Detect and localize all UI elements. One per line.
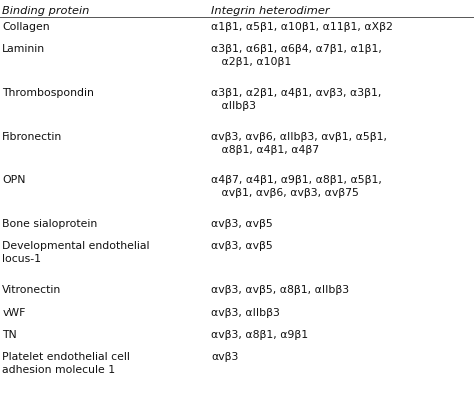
Text: αvβ3: αvβ3 bbox=[211, 352, 238, 362]
Text: TN: TN bbox=[2, 330, 17, 340]
Text: Laminin: Laminin bbox=[2, 44, 46, 54]
Text: Thrombospondin: Thrombospondin bbox=[2, 88, 94, 98]
Text: Binding protein: Binding protein bbox=[2, 6, 90, 16]
Text: Collagen: Collagen bbox=[2, 22, 50, 32]
Text: OPN: OPN bbox=[2, 175, 26, 185]
Text: αvβ3, αvβ5: αvβ3, αvβ5 bbox=[211, 219, 273, 229]
Text: α4β7, α4β1, α9β1, α8β1, α5β1,
   αvβ1, αvβ6, αvβ3, αvβ75: α4β7, α4β1, α9β1, α8β1, α5β1, αvβ1, αvβ6… bbox=[211, 175, 382, 198]
Text: α3β1, α6β1, α6β4, α7β1, α1β1,
   α2β1, α10β1: α3β1, α6β1, α6β4, α7β1, α1β1, α2β1, α10β… bbox=[211, 44, 382, 67]
Text: vWF: vWF bbox=[2, 308, 26, 318]
Text: Platelet endothelial cell
adhesion molecule 1: Platelet endothelial cell adhesion molec… bbox=[2, 352, 130, 375]
Text: αvβ3, αvβ6, αIIbβ3, αvβ1, α5β1,
   α8β1, α4β1, α4β7: αvβ3, αvβ6, αIIbβ3, αvβ1, α5β1, α8β1, α4… bbox=[211, 132, 387, 154]
Text: αvβ3, α8β1, α9β1: αvβ3, α8β1, α9β1 bbox=[211, 330, 308, 340]
Text: Vitronectin: Vitronectin bbox=[2, 285, 62, 295]
Text: α3β1, α2β1, α4β1, αvβ3, α3β1,
   αIIbβ3: α3β1, α2β1, α4β1, αvβ3, α3β1, αIIbβ3 bbox=[211, 88, 381, 111]
Text: αvβ3, αvβ5, α8β1, αIIbβ3: αvβ3, αvβ5, α8β1, αIIbβ3 bbox=[211, 285, 349, 295]
Text: Fibronectin: Fibronectin bbox=[2, 132, 63, 142]
Text: Integrin heterodimer: Integrin heterodimer bbox=[211, 6, 329, 16]
Text: α1β1, α5β1, α10β1, α11β1, αXβ2: α1β1, α5β1, α10β1, α11β1, αXβ2 bbox=[211, 22, 393, 32]
Text: αvβ3, αIIbβ3: αvβ3, αIIbβ3 bbox=[211, 308, 280, 318]
Text: Developmental endothelial
locus-1: Developmental endothelial locus-1 bbox=[2, 242, 150, 264]
Text: αvβ3, αvβ5: αvβ3, αvβ5 bbox=[211, 242, 273, 252]
Text: Bone sialoprotein: Bone sialoprotein bbox=[2, 219, 98, 229]
